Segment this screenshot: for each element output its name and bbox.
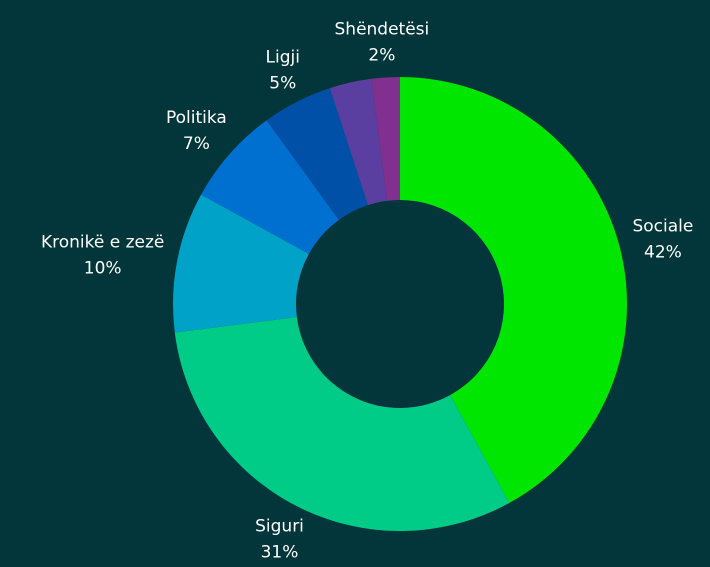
segment-value: 31% — [261, 542, 299, 562]
segment-value: 10% — [84, 259, 122, 279]
donut-segment — [371, 77, 400, 201]
donut-segment — [400, 77, 627, 503]
donut-segment — [329, 78, 387, 206]
segment-label: Kronikë e zezë — [41, 233, 164, 253]
donut-segment — [173, 194, 309, 333]
segment-value: 42% — [644, 243, 682, 263]
segment-label: Siguri — [255, 516, 304, 536]
segment-label: Politika — [166, 108, 227, 128]
segment-label: Ligji — [266, 48, 300, 68]
donut-segment — [174, 317, 510, 531]
segment-label: Shëndetësi — [335, 20, 430, 40]
segment-value: 7% — [183, 134, 210, 154]
segment-value: 5% — [269, 74, 296, 94]
donut-segment — [266, 88, 368, 220]
segment-value: 2% — [368, 46, 395, 66]
segment-label: Sociale — [632, 217, 693, 237]
donut-segment — [201, 120, 339, 254]
